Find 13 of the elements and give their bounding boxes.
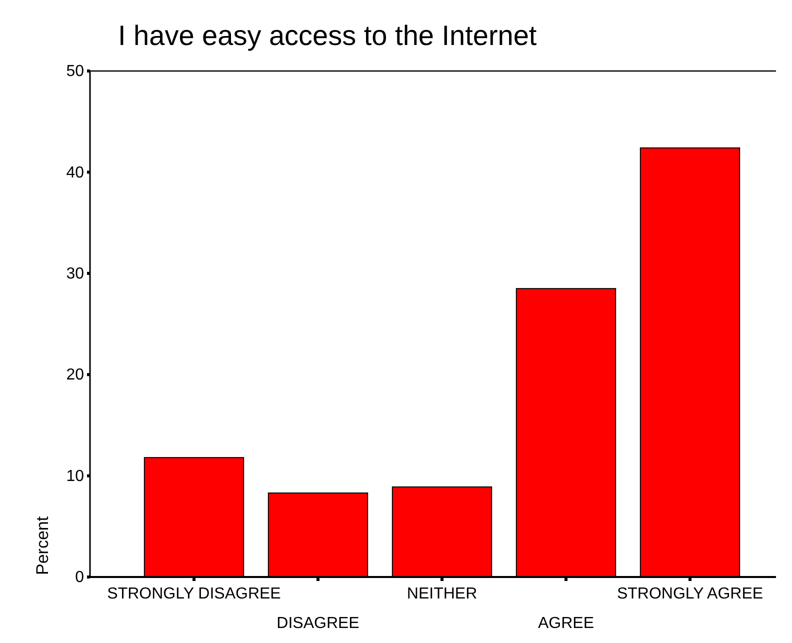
y-tick-label: 30 [66, 266, 84, 283]
y-tick-label: 50 [66, 63, 84, 80]
x-tick-label: AGREE [538, 615, 594, 632]
y-axis-title: Percent [33, 516, 52, 575]
y-tick-label: 0 [75, 569, 84, 586]
y-tick-label: 40 [66, 164, 84, 182]
x-tick-label: STRONGLY AGREE [616, 585, 764, 602]
y-tick-label: 20 [66, 366, 84, 384]
x-tick-label: NEITHER [406, 585, 478, 602]
y-tick-label: 10 [66, 468, 84, 485]
x-tick-label: DISAGREE [276, 615, 360, 632]
chart-title: I have easy access to the Internet [118, 20, 537, 51]
x-tick-label: STRONGLY DISAGREE [107, 585, 281, 602]
